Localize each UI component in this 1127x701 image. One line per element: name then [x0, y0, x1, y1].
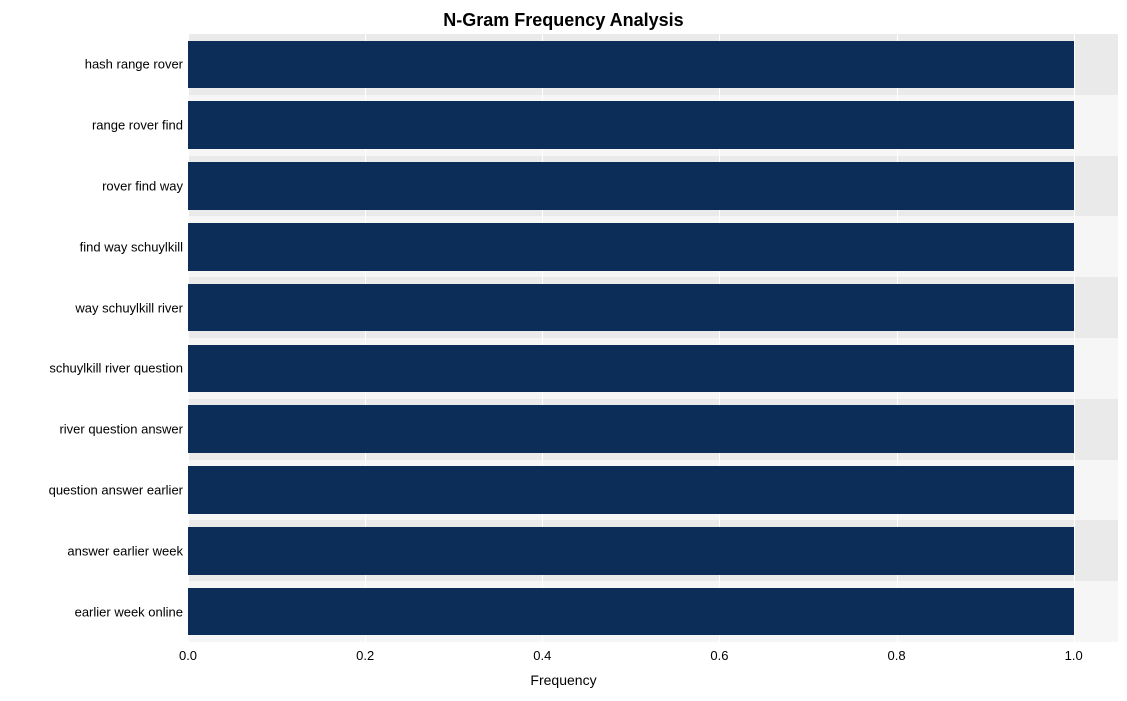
bar — [188, 284, 1074, 331]
x-tick-label: 0.0 — [179, 648, 197, 663]
bar — [188, 345, 1074, 392]
bar — [188, 41, 1074, 88]
bar — [188, 405, 1074, 452]
x-tick-label: 0.8 — [888, 648, 906, 663]
y-tick-label: schuylkill river question — [49, 361, 183, 376]
y-tick-label: question answer earlier — [49, 483, 183, 498]
y-tick-label: range rover find — [92, 118, 183, 133]
plot-area — [188, 34, 1118, 642]
bar — [188, 162, 1074, 209]
y-tick-label: answer earlier week — [67, 543, 183, 558]
y-tick-label: rover find way — [102, 179, 183, 194]
y-tick-label: earlier week online — [75, 604, 183, 619]
x-tick-label: 0.4 — [533, 648, 551, 663]
grid-line — [1074, 34, 1075, 642]
y-tick-label: find way schuylkill — [80, 239, 183, 254]
bar — [188, 101, 1074, 148]
bar — [188, 527, 1074, 574]
bar — [188, 466, 1074, 513]
chart-title: N-Gram Frequency Analysis — [0, 10, 1127, 31]
bar — [188, 223, 1074, 270]
bar — [188, 588, 1074, 635]
y-tick-label: way schuylkill river — [75, 300, 183, 315]
x-tick-label: 0.2 — [356, 648, 374, 663]
x-axis-label: Frequency — [0, 672, 1127, 688]
x-tick-label: 0.6 — [710, 648, 728, 663]
ngram-frequency-chart: N-Gram Frequency Analysis Frequency hash… — [0, 0, 1127, 701]
x-tick-label: 1.0 — [1065, 648, 1083, 663]
y-tick-label: river question answer — [59, 422, 183, 437]
y-tick-label: hash range rover — [85, 57, 183, 72]
